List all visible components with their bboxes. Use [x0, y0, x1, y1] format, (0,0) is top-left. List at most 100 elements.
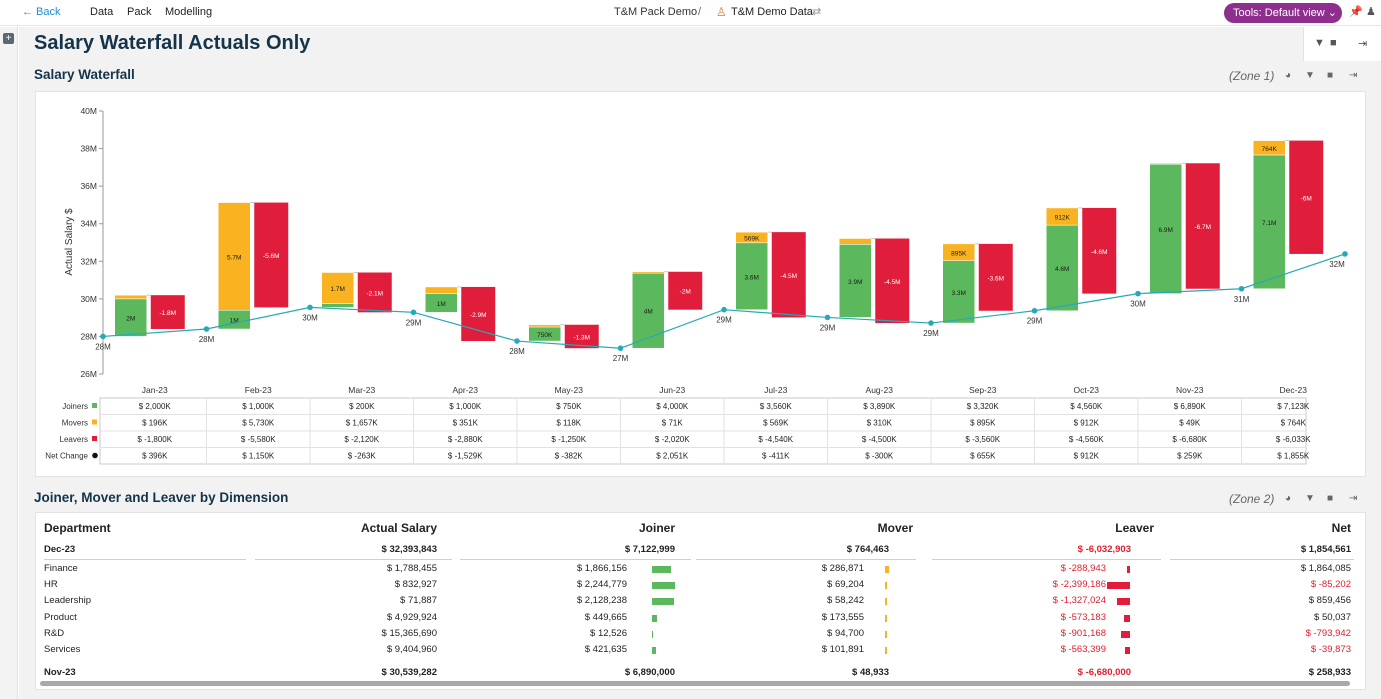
group-total-leaver: $ -6,680,000: [1077, 667, 1131, 678]
filter-icon[interactable]: ▼: [1314, 37, 1325, 49]
leavers-bar-label: -3.6M: [987, 275, 1004, 282]
row-department: Finance: [44, 563, 78, 574]
net-level-point: [203, 326, 210, 332]
breadcrumb-pack[interactable]: T&M Pack Demo: [614, 6, 698, 18]
net-level-label: 28M: [95, 342, 111, 351]
tools-dropdown[interactable]: Tools: Default view ⌄: [1224, 3, 1342, 23]
leavers-bar: [1082, 207, 1117, 294]
group-row-label: Dec-23: [44, 544, 76, 555]
group-divider: [255, 559, 452, 560]
x-tick-label: Oct-23: [1073, 385, 1099, 395]
swap-icon[interactable]: ⇄: [812, 6, 822, 18]
chart-table-cell: $ 196K: [142, 419, 168, 428]
leavers-bar: [254, 202, 289, 308]
chart-table-cell: $ 6,890K: [1174, 402, 1207, 411]
movers-bar: [735, 231, 768, 244]
joiners-bar: [735, 242, 768, 310]
export-icon[interactable]: ⇥: [1358, 38, 1368, 50]
joiners-bar: [942, 260, 975, 324]
joiners-bar-label: 7.1M: [1262, 220, 1276, 227]
mover-bar: [885, 598, 887, 606]
chart-table-cell: $ 1,150K: [242, 452, 275, 461]
filter-icon[interactable]: ▼: [1305, 70, 1315, 81]
leavers-bar: [1185, 163, 1220, 289]
export-icon[interactable]: ⇥: [1349, 70, 1358, 81]
x-tick-label: Sep-23: [969, 385, 997, 395]
leavers-bar: [668, 271, 703, 310]
chart-table-cell: $ -3,560K: [965, 435, 1000, 444]
nav-modelling[interactable]: Modelling: [165, 6, 213, 18]
row-department: HR: [44, 579, 58, 591]
horizontal-scrollbar[interactable]: [40, 681, 1350, 686]
row-joiner: $ 2,244,779: [576, 579, 627, 591]
group-divider: [44, 559, 246, 560]
chart-table-cell: $ 4,560K: [1070, 402, 1103, 411]
palette-icon[interactable]: ◕: [1285, 493, 1292, 504]
movers-bar: [425, 286, 458, 294]
row-leaver: $ -288,943: [1060, 563, 1106, 574]
chart-table-cell: $ 396K: [142, 452, 168, 461]
x-tick-label: Jul-23: [764, 385, 787, 395]
joiners-bar: [632, 272, 665, 349]
net-level-point: [514, 338, 520, 344]
joiners-bar-label: 3.6M: [745, 274, 759, 281]
y-tick-label: 38M: [80, 144, 97, 154]
comment-icon[interactable]: ■: [1327, 493, 1334, 504]
y-tick-label: 32M: [80, 256, 97, 266]
movers-bar: [114, 294, 147, 300]
comment-icon[interactable]: ■: [1330, 37, 1337, 49]
leavers-bar: [1289, 140, 1324, 254]
joiners-bar-label: 2M: [126, 316, 135, 323]
movers-bar: [632, 271, 665, 274]
net-level-point: [1342, 251, 1348, 257]
chart-table-cell: $ 259K: [1177, 452, 1203, 461]
leaver-bar: [1124, 614, 1130, 622]
leaver-bar: [1117, 598, 1130, 606]
export-icon[interactable]: ⇥: [1349, 493, 1358, 504]
row-actual-salary: $ 1,788,455: [386, 563, 437, 574]
net-level-label: 28M: [199, 335, 215, 344]
nav-pack[interactable]: Pack: [127, 6, 152, 18]
leavers-bar-label: -6.7M: [1194, 224, 1211, 231]
net-level-label: 27M: [613, 354, 629, 363]
chart-table-cell: $ 2,051K: [656, 452, 689, 461]
y-tick-label: 40M: [80, 106, 97, 116]
chart-table-cell: $ 5,730K: [242, 419, 275, 428]
chart-table-cell: $ 1,000K: [242, 402, 275, 411]
nav-data[interactable]: Data: [90, 6, 114, 18]
y-tick-label: 28M: [80, 331, 97, 341]
palette-icon[interactable]: ◕: [1285, 70, 1292, 81]
leaver-bar: [1127, 566, 1130, 573]
x-tick-label: May-23: [555, 385, 584, 395]
chart-table-cell: $ 569K: [763, 419, 789, 428]
group-total-joiner: $ 7,122,999: [624, 544, 675, 555]
row-department: R&D: [44, 627, 65, 639]
comment-icon[interactable]: ■: [1327, 70, 1334, 81]
movers-bar: [218, 202, 251, 311]
row-joiner: $ 421,635: [584, 644, 627, 655]
breadcrumb-dataset[interactable]: T&M Demo Data: [731, 6, 813, 18]
row-actual-salary: $ 4,929,924: [386, 611, 437, 623]
zone2-label: (Zone 2): [1229, 492, 1275, 506]
movers-bar: [321, 272, 354, 304]
row-leaver: $ -573,183: [1060, 611, 1106, 623]
pin-icon[interactable]: 📌: [1349, 6, 1363, 18]
filter-icon[interactable]: ▼: [1305, 493, 1315, 504]
net-level-point: [1135, 290, 1141, 297]
joiners-bar: [1253, 154, 1286, 290]
page-title: Salary Waterfall Actuals Only: [34, 32, 311, 54]
chart-table-cell: $ -1,529K: [448, 452, 483, 461]
user-icon[interactable]: ♟: [1366, 6, 1376, 18]
row-net: $ -85,202: [1310, 579, 1351, 591]
row-net: $ 859,456: [1308, 595, 1351, 607]
back-link[interactable]: ← Back: [22, 6, 61, 18]
leavers-bar: [771, 232, 806, 318]
chart-table-cell: $ -1,250K: [551, 435, 586, 444]
net-level-label: 29M: [1027, 317, 1043, 326]
net-level-label: 29M: [716, 316, 732, 325]
leavers-bar-label: -1.8M: [159, 310, 176, 317]
add-icon[interactable]: +: [3, 33, 14, 44]
chart-table-cell: $ 912K: [1074, 419, 1100, 428]
left-rail: +: [0, 27, 18, 699]
row-net: $ 50,037: [1314, 611, 1351, 623]
